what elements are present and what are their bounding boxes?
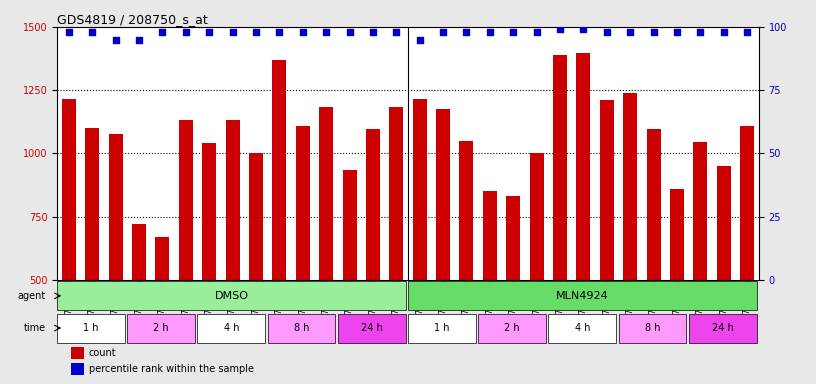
Point [62,29,75,35]
Point [460,29,473,35]
Point [507,29,520,35]
Bar [530,153,543,384]
Point [530,29,543,35]
Bar [600,100,614,384]
Point [180,29,193,35]
Bar [295,126,310,384]
Bar [623,93,637,384]
Text: percentile rank within the sample: percentile rank within the sample [89,364,254,374]
Bar [132,224,146,384]
Bar [740,126,754,384]
Bar [459,141,473,384]
FancyBboxPatch shape [268,314,335,343]
Point [694,29,707,35]
Bar [366,129,380,384]
Point [109,36,122,43]
Point [86,29,99,35]
Bar [389,106,403,384]
Bar [85,128,100,384]
Point [390,29,403,35]
Point [483,29,496,35]
FancyBboxPatch shape [619,314,686,343]
FancyBboxPatch shape [197,314,265,343]
Bar [109,134,122,384]
Bar [273,60,286,384]
Point [366,29,379,35]
Text: time: time [24,323,46,333]
Point [202,29,215,35]
Point [647,29,660,35]
Point [601,29,614,35]
Bar [436,109,450,384]
FancyBboxPatch shape [408,314,476,343]
Point [413,36,426,43]
FancyBboxPatch shape [57,314,125,343]
Point [250,29,263,35]
Point [623,29,636,35]
Bar [319,106,333,384]
Text: 8 h: 8 h [645,323,660,333]
Bar [716,166,731,384]
Bar [670,189,684,384]
Text: 8 h: 8 h [294,323,309,333]
FancyBboxPatch shape [408,281,756,310]
FancyBboxPatch shape [338,314,406,343]
Text: 24 h: 24 h [712,323,734,333]
Point [156,29,169,35]
Point [343,29,356,35]
Point [717,29,730,35]
FancyBboxPatch shape [548,314,616,343]
FancyBboxPatch shape [689,314,756,343]
Text: agent: agent [17,291,46,301]
Text: GDS4819 / 208750_s_at: GDS4819 / 208750_s_at [57,13,208,26]
Text: count: count [89,348,117,358]
Bar [155,237,170,384]
Bar [553,55,567,384]
Bar [71,363,84,375]
Bar [179,121,193,384]
Bar [506,196,521,384]
Bar [413,99,427,384]
Bar [62,99,76,384]
Text: 2 h: 2 h [153,323,169,333]
Bar [202,143,216,384]
Text: DMSO: DMSO [215,291,248,301]
Bar [225,121,240,384]
Point [741,29,754,35]
Point [273,29,286,35]
Point [553,26,566,33]
Bar [483,191,497,384]
Bar [576,53,591,384]
FancyBboxPatch shape [57,281,406,310]
Bar [343,170,357,384]
FancyBboxPatch shape [127,314,195,343]
Text: 4 h: 4 h [224,323,239,333]
Text: MLN4924: MLN4924 [556,291,609,301]
Bar [71,348,84,359]
Bar [694,142,707,384]
Point [437,29,450,35]
Point [320,29,333,35]
Point [132,36,145,43]
Bar [249,153,263,384]
FancyBboxPatch shape [478,314,546,343]
Point [577,26,590,33]
Text: 4 h: 4 h [574,323,590,333]
Text: 24 h: 24 h [361,323,383,333]
Text: 1 h: 1 h [83,323,99,333]
Bar [646,129,661,384]
Point [296,29,309,35]
Point [226,29,239,35]
Text: 1 h: 1 h [434,323,450,333]
Text: 2 h: 2 h [504,323,520,333]
Point [671,29,684,35]
